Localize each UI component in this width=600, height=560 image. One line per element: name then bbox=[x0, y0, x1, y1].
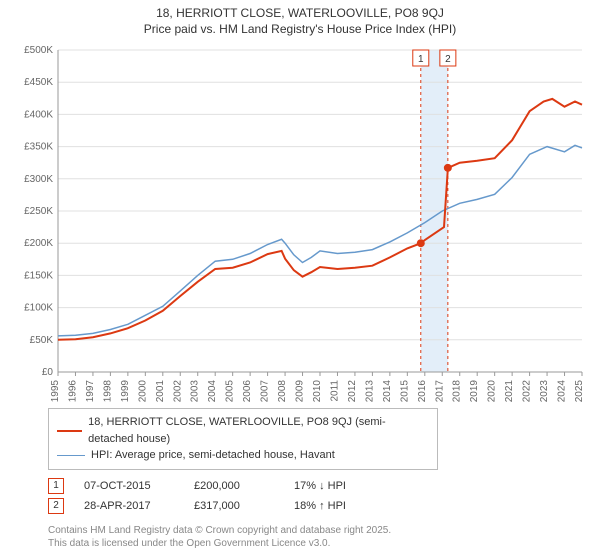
svg-text:1996: 1996 bbox=[67, 380, 78, 402]
svg-text:2013: 2013 bbox=[364, 380, 375, 402]
svg-text:2019: 2019 bbox=[469, 380, 480, 402]
legend-row: HPI: Average price, semi-detached house,… bbox=[57, 447, 429, 464]
svg-text:2011: 2011 bbox=[329, 380, 340, 402]
svg-text:£300K: £300K bbox=[24, 174, 53, 185]
sale-price: £317,000 bbox=[194, 500, 274, 512]
svg-text:2014: 2014 bbox=[382, 380, 393, 402]
svg-text:2024: 2024 bbox=[557, 380, 568, 402]
svg-text:2023: 2023 bbox=[539, 380, 550, 402]
svg-text:2022: 2022 bbox=[522, 380, 533, 402]
sale-delta: 18% ↑ HPI bbox=[294, 500, 384, 512]
svg-text:2004: 2004 bbox=[207, 380, 218, 402]
legend-row: 18, HERRIOTT CLOSE, WATERLOOVILLE, PO8 9… bbox=[57, 414, 429, 447]
svg-text:£250K: £250K bbox=[24, 206, 53, 217]
svg-text:1995: 1995 bbox=[50, 380, 61, 402]
legend: 18, HERRIOTT CLOSE, WATERLOOVILLE, PO8 9… bbox=[48, 408, 438, 470]
svg-text:£400K: £400K bbox=[24, 109, 53, 120]
svg-text:2007: 2007 bbox=[260, 380, 271, 402]
title-address: 18, HERRIOTT CLOSE, WATERLOOVILLE, PO8 9… bbox=[10, 6, 590, 20]
sale-delta: 17% ↓ HPI bbox=[294, 480, 384, 492]
svg-text:2021: 2021 bbox=[504, 380, 515, 402]
copyright-line2: This data is licensed under the Open Gov… bbox=[48, 537, 580, 550]
chart: £0 £50K £100K £150K £200K £250K £300K £350K £400… bbox=[10, 42, 590, 402]
svg-text:2006: 2006 bbox=[242, 380, 253, 402]
legend-swatch bbox=[57, 430, 82, 432]
svg-text:2008: 2008 bbox=[277, 380, 288, 402]
svg-text:£0: £0 bbox=[42, 367, 54, 378]
sale-row: 2 28-APR-2017 £317,000 18% ↑ HPI bbox=[48, 496, 580, 516]
svg-text:£100K: £100K bbox=[24, 303, 53, 314]
svg-text:2012: 2012 bbox=[347, 380, 358, 402]
sale-marker: 2 bbox=[48, 498, 64, 514]
svg-text:2009: 2009 bbox=[295, 380, 306, 402]
svg-text:2003: 2003 bbox=[190, 380, 201, 402]
sale-price: £200,000 bbox=[194, 480, 274, 492]
svg-text:2: 2 bbox=[445, 54, 451, 65]
copyright-line1: Contains HM Land Registry data © Crown c… bbox=[48, 524, 580, 537]
svg-text:1999: 1999 bbox=[120, 380, 131, 402]
svg-text:1998: 1998 bbox=[102, 380, 113, 402]
svg-text:2010: 2010 bbox=[312, 380, 323, 402]
svg-text:2015: 2015 bbox=[399, 380, 410, 402]
svg-text:1997: 1997 bbox=[85, 380, 96, 402]
svg-text:2018: 2018 bbox=[452, 380, 463, 402]
svg-text:£450K: £450K bbox=[24, 77, 53, 88]
svg-text:2000: 2000 bbox=[137, 380, 148, 402]
svg-text:£350K: £350K bbox=[24, 142, 53, 153]
svg-text:£50K: £50K bbox=[30, 335, 54, 346]
svg-text:£500K: £500K bbox=[24, 45, 53, 56]
svg-text:£200K: £200K bbox=[24, 238, 53, 249]
legend-label: HPI: Average price, semi-detached house,… bbox=[91, 447, 335, 464]
legend-label: 18, HERRIOTT CLOSE, WATERLOOVILLE, PO8 9… bbox=[88, 414, 429, 447]
sale-date: 07-OCT-2015 bbox=[84, 480, 174, 492]
chart-container: 18, HERRIOTT CLOSE, WATERLOOVILLE, PO8 9… bbox=[0, 0, 600, 560]
svg-text:2025: 2025 bbox=[574, 380, 585, 402]
chart-svg: £0 £50K £100K £150K £200K £250K £300K £350K £400… bbox=[10, 42, 590, 402]
svg-text:2005: 2005 bbox=[225, 380, 236, 402]
svg-text:2001: 2001 bbox=[155, 380, 166, 402]
svg-text:1: 1 bbox=[418, 54, 424, 65]
title-subtitle: Price paid vs. HM Land Registry's House … bbox=[10, 22, 590, 36]
sale-marker: 1 bbox=[48, 478, 64, 494]
copyright: Contains HM Land Registry data © Crown c… bbox=[48, 524, 580, 550]
svg-text:2002: 2002 bbox=[172, 380, 183, 402]
titles: 18, HERRIOTT CLOSE, WATERLOOVILLE, PO8 9… bbox=[10, 6, 590, 36]
svg-text:2017: 2017 bbox=[434, 380, 445, 402]
sale-date: 28-APR-2017 bbox=[84, 500, 174, 512]
sales-table: 1 07-OCT-2015 £200,000 17% ↓ HPI 2 28-APR-201… bbox=[48, 476, 580, 516]
footer: 18, HERRIOTT CLOSE, WATERLOOVILLE, PO8 9… bbox=[10, 402, 590, 550]
sale-row: 1 07-OCT-2015 £200,000 17% ↓ HPI bbox=[48, 476, 580, 496]
legend-swatch bbox=[57, 455, 85, 457]
svg-text:2016: 2016 bbox=[417, 380, 428, 402]
svg-text:£150K: £150K bbox=[24, 270, 53, 281]
svg-text:2020: 2020 bbox=[487, 380, 498, 402]
